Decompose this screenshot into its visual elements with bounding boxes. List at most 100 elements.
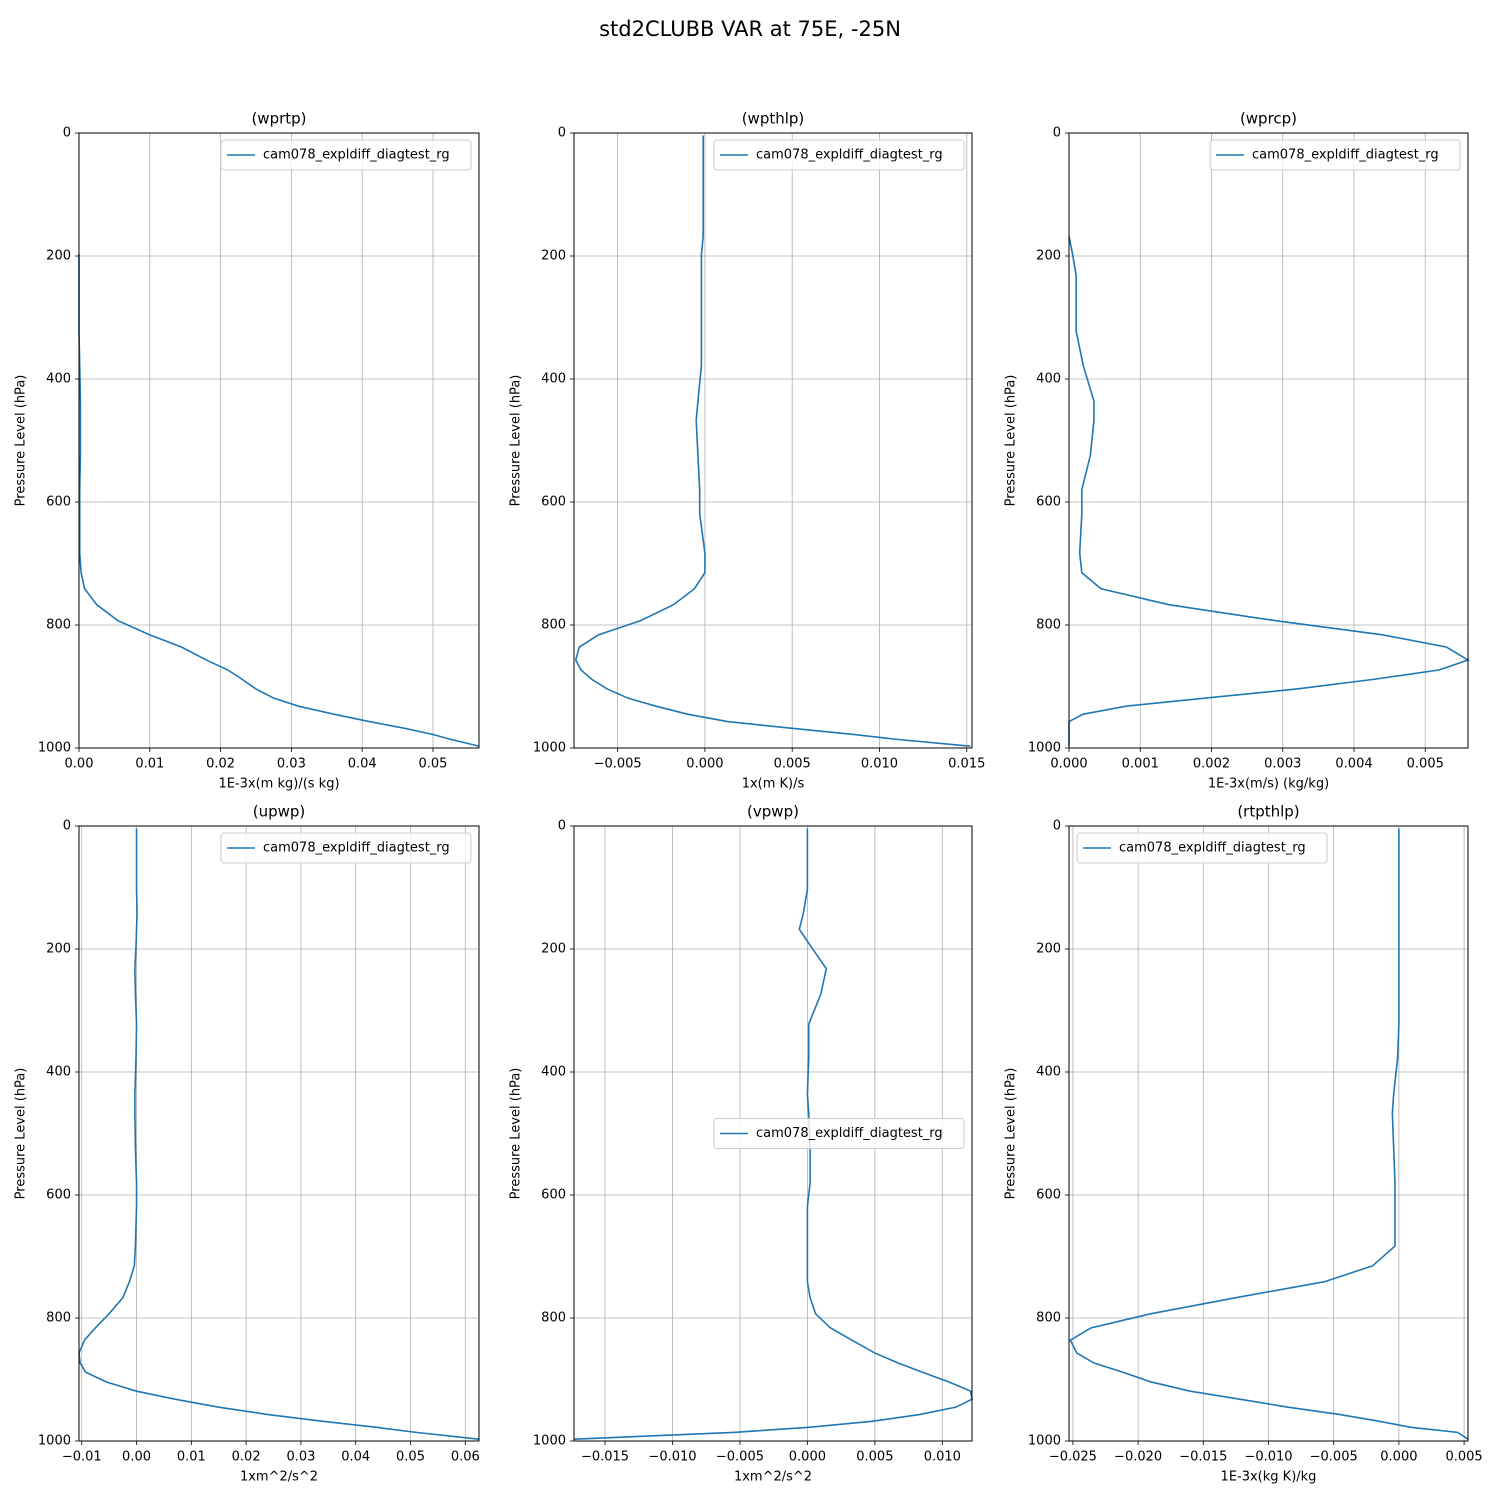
x-tick-label: 0.001	[1122, 757, 1159, 772]
y-axis-label: Pressure Level (hPa)	[509, 1068, 524, 1200]
y-tick-label: 0	[1053, 126, 1061, 141]
x-tick-label: 0.00	[122, 1450, 151, 1465]
x-axis-label: 1xm^2/s^2	[240, 1470, 318, 1485]
x-tick-label: −0.005	[716, 1450, 764, 1465]
x-tick-label: −0.015	[581, 1450, 629, 1465]
x-tick-label: 0.02	[206, 757, 235, 772]
y-tick-label: 600	[46, 495, 71, 510]
x-axis-label: 1E-3x(m kg)/(s kg)	[218, 777, 339, 792]
legend-box	[1209, 139, 1461, 171]
legend-label: cam078_expldiff_diagtest_rg	[263, 148, 450, 163]
x-tick-label: 0.004	[1335, 757, 1372, 772]
axes-frame	[573, 825, 973, 1442]
x-tick-label: 0.00	[65, 757, 94, 772]
y-tick-label: 800	[541, 618, 566, 633]
x-tick-label: −0.025	[1049, 1450, 1097, 1465]
legend-label: cam078_expldiff_diagtest_rg	[263, 841, 450, 856]
y-tick-label: 200	[1036, 249, 1061, 264]
x-tick-label: −0.015	[1179, 1450, 1227, 1465]
x-tick-label: 0.05	[419, 757, 448, 772]
y-tick-label: 1000	[1028, 1434, 1061, 1449]
y-tick-label: 1000	[533, 1434, 566, 1449]
x-tick-label: 0.000	[686, 757, 723, 772]
axes-frame	[573, 132, 973, 749]
x-tick-label: 0.005	[856, 1450, 893, 1465]
y-axis-label: Pressure Level (hPa)	[14, 375, 29, 507]
x-tick-label: −0.01	[62, 1450, 102, 1465]
subplot: (vpwp) −0.015 −0.010 −0.005 0.000 0.005 0.010 0…	[509, 803, 973, 1485]
x-axis-label: 1x(m K)/s	[742, 777, 805, 792]
y-tick-label: 400	[541, 372, 566, 387]
axes-frame	[78, 132, 480, 749]
y-tick-label: 1000	[1028, 741, 1061, 756]
line-series	[1069, 828, 1469, 1440]
y-tick-label: 600	[541, 1188, 566, 1203]
legend-label: cam078_expldiff_diagtest_rg	[756, 1126, 943, 1141]
x-tick-label: 0.06	[451, 1450, 480, 1465]
y-tick-label: 200	[541, 942, 566, 957]
x-tick-label: 0.005	[1445, 1450, 1482, 1465]
y-axis-label: Pressure Level (hPa)	[1004, 1068, 1019, 1200]
y-tick-label: 400	[1036, 1065, 1061, 1080]
y-tick-label: 0	[558, 819, 566, 834]
y-tick-label: 0	[558, 126, 566, 141]
subplot-title: (vpwp)	[747, 803, 799, 821]
x-axis-label: 1xm^2/s^2	[734, 1470, 812, 1485]
y-tick-label: 200	[1036, 942, 1061, 957]
y-axis-label: Pressure Level (hPa)	[1004, 375, 1019, 507]
y-tick-label: 200	[46, 942, 71, 957]
subplot-title: (wprtp)	[251, 110, 306, 128]
x-tick-label: 0.02	[232, 1450, 261, 1465]
y-tick-label: 200	[541, 249, 566, 264]
y-tick-label: 800	[46, 618, 71, 633]
legend-label: cam078_expldiff_diagtest_rg	[1119, 841, 1306, 856]
legend-box	[713, 1118, 965, 1149]
y-tick-label: 0	[63, 819, 71, 834]
y-tick-label: 600	[46, 1188, 71, 1203]
y-axis-label: Pressure Level (hPa)	[509, 375, 524, 507]
x-tick-label: 0.005	[774, 757, 811, 772]
x-tick-label: 0.010	[861, 757, 898, 772]
x-tick-label: 0.04	[341, 1450, 370, 1465]
subplot: (upwp) −0.01 0.00 0.01 0.02 0.03 0.04 0.05 0.06 0…	[14, 803, 480, 1485]
subplot: (wprtp) 0.00 0.01 0.02 0.03 0.04 0.05 0 200 400 60…	[14, 110, 480, 792]
subplot: (rtpthlp) −0.025 −0.020 −0.015 −0.010 −0.005 0…	[1004, 803, 1483, 1485]
legend-label: cam078_expldiff_diagtest_rg	[1252, 148, 1439, 163]
subplot-title: (wprcp)	[1240, 110, 1297, 128]
legend-box	[220, 832, 472, 864]
subplot: (wprcp) 0.000 0.001 0.002 0.003 0.004 0.005 0 20…	[1004, 110, 1470, 792]
figure-title: std2CLUBB VAR at 75E, -25N	[599, 17, 901, 41]
x-tick-label: 0.05	[396, 1450, 425, 1465]
y-tick-label: 1000	[38, 1434, 71, 1449]
x-tick-label: −0.010	[648, 1450, 696, 1465]
y-tick-label: 800	[1036, 1311, 1061, 1326]
y-tick-label: 0	[1053, 819, 1061, 834]
y-tick-label: 1000	[533, 741, 566, 756]
y-tick-label: 600	[1036, 1188, 1061, 1203]
line-series	[573, 828, 973, 1440]
y-tick-label: 400	[46, 372, 71, 387]
line-series	[78, 254, 480, 747]
x-tick-label: 0.04	[348, 757, 377, 772]
y-tick-label: 400	[1036, 372, 1061, 387]
legend-box	[1076, 832, 1328, 864]
legend-box	[713, 139, 965, 171]
y-tick-label: 400	[541, 1065, 566, 1080]
y-tick-label: 800	[46, 1311, 71, 1326]
y-tick-label: 200	[46, 249, 71, 264]
y-tick-label: 800	[1036, 618, 1061, 633]
y-tick-label: 800	[541, 1311, 566, 1326]
line-series	[1068, 236, 1470, 747]
x-tick-label: 0.000	[789, 1450, 826, 1465]
y-tick-label: 600	[541, 495, 566, 510]
x-tick-label: 0.03	[286, 1450, 315, 1465]
x-tick-label: 0.01	[135, 757, 164, 772]
axes-frame	[1068, 132, 1469, 749]
y-tick-label: 0	[63, 126, 71, 141]
x-axis-label: 1E-3x(m/s) (kg/kg)	[1208, 777, 1329, 792]
x-tick-label: −0.010	[1244, 1450, 1292, 1465]
subplot: (wpthlp) −0.005 0.000 0.005 0.010 0.015 0 200 40…	[509, 110, 986, 792]
x-tick-label: 0.010	[924, 1450, 961, 1465]
